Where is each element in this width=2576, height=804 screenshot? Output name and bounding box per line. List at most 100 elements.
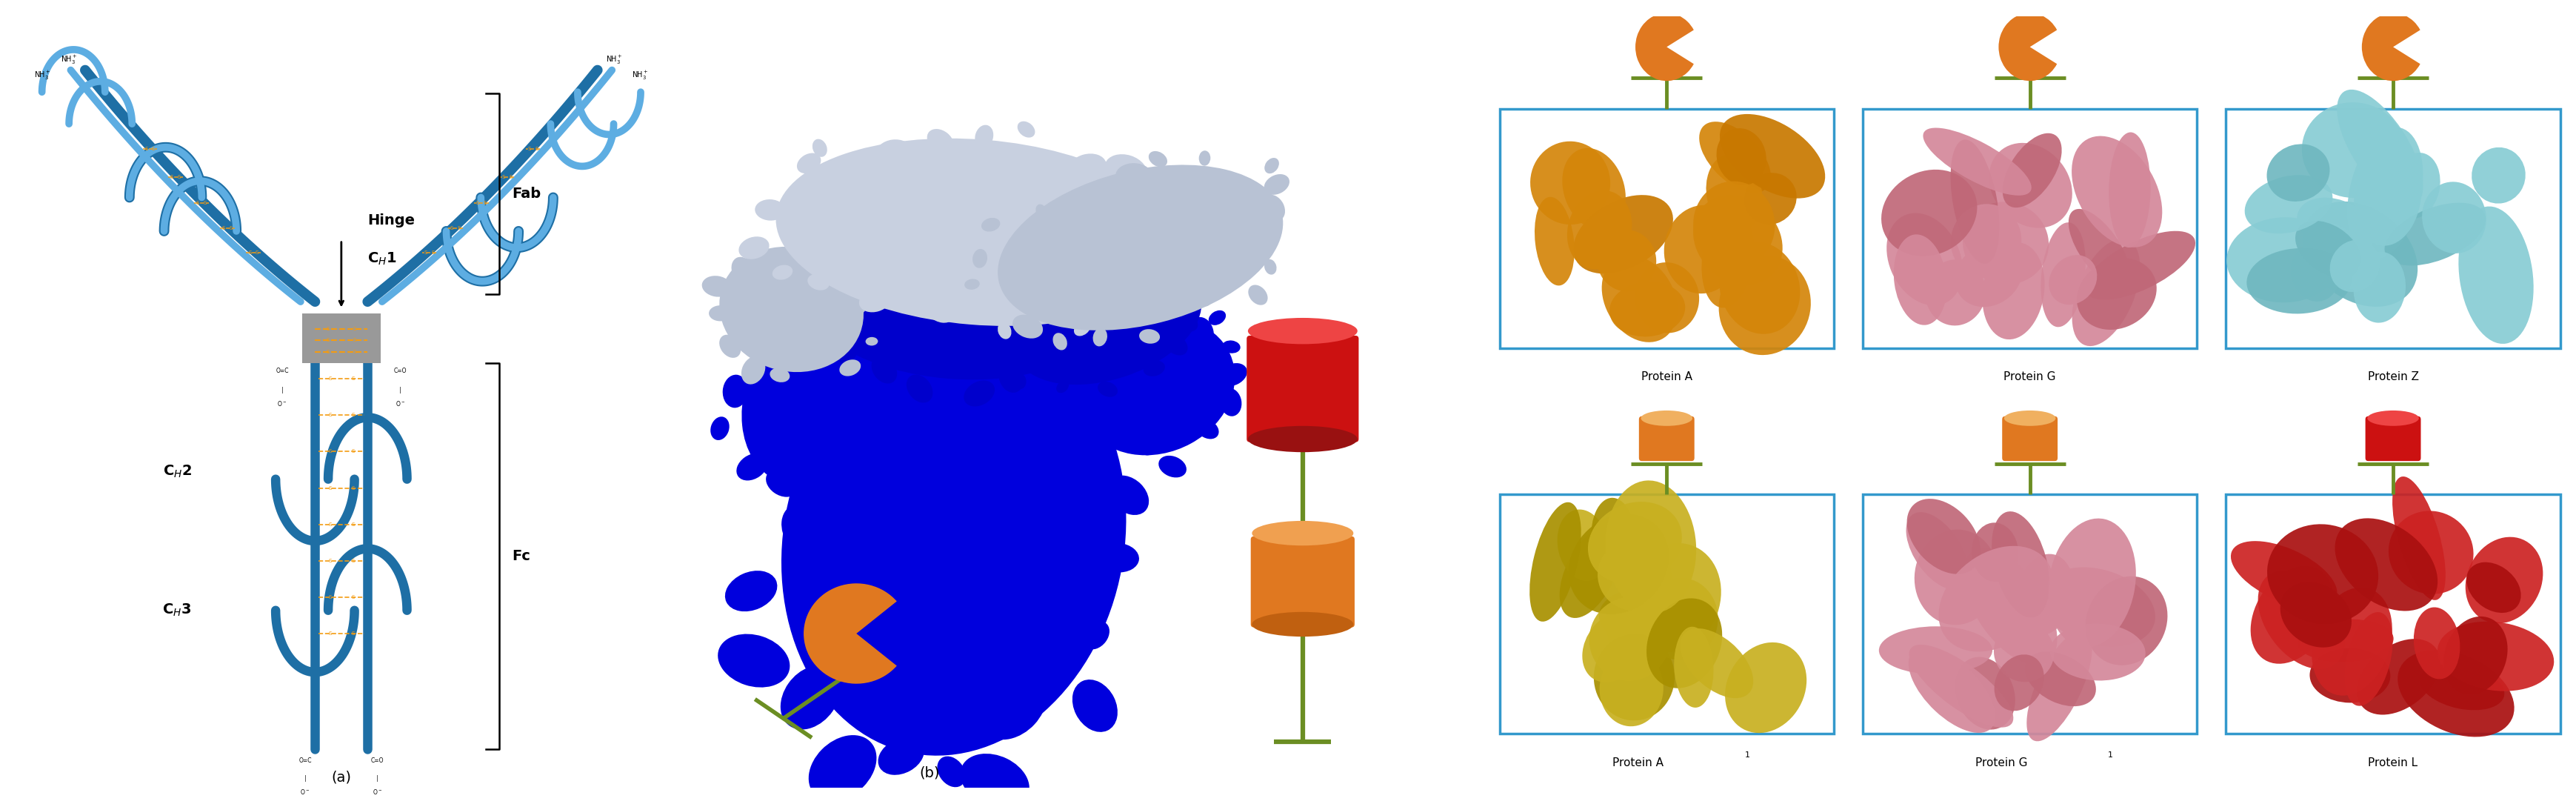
- Ellipse shape: [2311, 588, 2393, 695]
- Text: S: S: [327, 413, 332, 417]
- Text: S: S: [350, 449, 355, 453]
- Ellipse shape: [809, 272, 819, 288]
- Ellipse shape: [963, 279, 979, 289]
- Text: S: S: [510, 174, 513, 179]
- Text: S: S: [353, 350, 355, 354]
- Ellipse shape: [2388, 511, 2473, 594]
- Ellipse shape: [1906, 498, 1981, 574]
- Text: S: S: [350, 376, 355, 381]
- Ellipse shape: [2087, 576, 2166, 665]
- Ellipse shape: [781, 326, 1126, 756]
- Ellipse shape: [809, 239, 1100, 379]
- Ellipse shape: [961, 753, 1030, 804]
- Ellipse shape: [997, 165, 1283, 330]
- Ellipse shape: [1600, 650, 1664, 726]
- Ellipse shape: [2071, 136, 2161, 248]
- Ellipse shape: [765, 470, 799, 497]
- Ellipse shape: [2421, 182, 2486, 253]
- Ellipse shape: [2465, 562, 2522, 613]
- Ellipse shape: [997, 322, 1012, 339]
- Text: NH$_3^+$: NH$_3^+$: [631, 70, 649, 82]
- Ellipse shape: [1092, 328, 1108, 347]
- Ellipse shape: [860, 269, 876, 282]
- Text: C=O: C=O: [394, 367, 407, 375]
- Ellipse shape: [2329, 240, 2380, 292]
- Ellipse shape: [858, 289, 891, 312]
- Ellipse shape: [781, 503, 835, 561]
- Ellipse shape: [2311, 648, 2391, 703]
- Ellipse shape: [757, 251, 773, 260]
- Ellipse shape: [1146, 266, 1162, 277]
- Ellipse shape: [2076, 258, 2156, 330]
- Ellipse shape: [1061, 411, 1087, 428]
- Ellipse shape: [2347, 127, 2424, 259]
- Ellipse shape: [930, 219, 945, 239]
- Ellipse shape: [2050, 624, 2146, 680]
- Ellipse shape: [1530, 142, 1610, 224]
- Text: S: S: [327, 595, 332, 600]
- Ellipse shape: [1247, 426, 1358, 452]
- Ellipse shape: [1886, 213, 1963, 306]
- Ellipse shape: [855, 302, 866, 314]
- Ellipse shape: [809, 284, 832, 303]
- Bar: [2226, 109, 2561, 348]
- Ellipse shape: [1703, 209, 1754, 308]
- Ellipse shape: [1955, 243, 2022, 307]
- Ellipse shape: [1909, 645, 2014, 728]
- Ellipse shape: [1589, 597, 1669, 681]
- FancyBboxPatch shape: [1247, 335, 1358, 442]
- Ellipse shape: [1587, 502, 1682, 584]
- Ellipse shape: [1090, 383, 1126, 425]
- Ellipse shape: [1574, 195, 1672, 273]
- Text: Hinge: Hinge: [368, 214, 415, 228]
- Text: Protein A: Protein A: [1641, 371, 1692, 383]
- Ellipse shape: [1136, 199, 1154, 220]
- Text: S: S: [484, 201, 487, 206]
- Ellipse shape: [835, 336, 858, 363]
- Text: C$_H$2: C$_H$2: [162, 464, 191, 479]
- Ellipse shape: [770, 294, 799, 318]
- Ellipse shape: [775, 138, 1180, 326]
- Ellipse shape: [1105, 154, 1146, 186]
- Text: C=O: C=O: [371, 757, 384, 765]
- Ellipse shape: [853, 252, 871, 271]
- Bar: [1862, 494, 2197, 734]
- Ellipse shape: [868, 238, 889, 256]
- Ellipse shape: [719, 634, 791, 687]
- Ellipse shape: [2290, 244, 2339, 302]
- Ellipse shape: [917, 293, 953, 318]
- Ellipse shape: [1200, 291, 1213, 306]
- Ellipse shape: [1084, 412, 1121, 443]
- Ellipse shape: [2267, 144, 2329, 202]
- Ellipse shape: [984, 292, 1005, 320]
- Ellipse shape: [963, 380, 994, 407]
- Ellipse shape: [2445, 617, 2506, 695]
- Ellipse shape: [2385, 203, 2486, 265]
- Text: S: S: [350, 595, 355, 600]
- Ellipse shape: [1700, 121, 1770, 193]
- Text: S: S: [144, 147, 147, 151]
- Wedge shape: [1636, 13, 1695, 81]
- Ellipse shape: [1595, 634, 1674, 720]
- Ellipse shape: [2004, 411, 2056, 426]
- Ellipse shape: [927, 129, 953, 153]
- Ellipse shape: [701, 276, 732, 297]
- Ellipse shape: [1893, 235, 1947, 325]
- Ellipse shape: [1193, 289, 1216, 306]
- Ellipse shape: [1643, 578, 1718, 660]
- Ellipse shape: [1561, 148, 1625, 231]
- Ellipse shape: [2336, 89, 2424, 206]
- Ellipse shape: [878, 737, 925, 775]
- Ellipse shape: [989, 371, 1007, 394]
- Ellipse shape: [1007, 291, 1025, 304]
- Ellipse shape: [1033, 367, 1066, 400]
- Text: S: S: [425, 250, 428, 255]
- Ellipse shape: [1641, 411, 1692, 426]
- Ellipse shape: [1692, 181, 1775, 269]
- Ellipse shape: [1079, 318, 1234, 455]
- Ellipse shape: [1144, 360, 1164, 376]
- Ellipse shape: [1950, 204, 2022, 278]
- Ellipse shape: [1625, 544, 1721, 652]
- Ellipse shape: [1087, 290, 1113, 313]
- Ellipse shape: [1597, 539, 1672, 611]
